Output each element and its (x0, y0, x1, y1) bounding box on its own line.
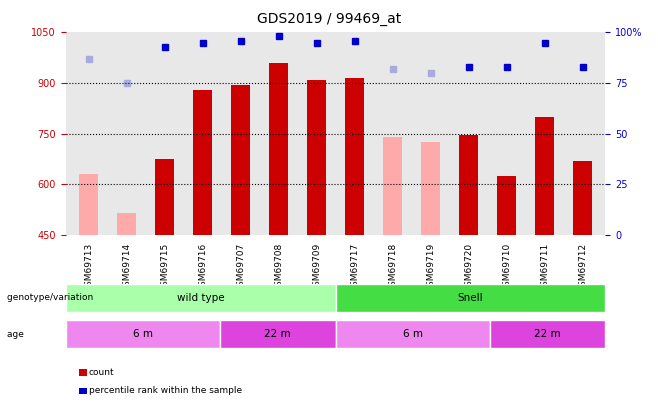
Bar (535, 117, 554, 235)
Bar (155, 159, 174, 235)
Bar (345, 78, 364, 235)
Text: 22 m: 22 m (265, 329, 291, 339)
Bar (459, 135, 478, 235)
Text: 6 m: 6 m (403, 329, 422, 339)
Bar (573, 161, 592, 235)
Text: Snell: Snell (458, 293, 483, 303)
Text: age: age (7, 330, 26, 339)
Bar (497, 176, 516, 235)
Bar (117, 213, 136, 235)
Bar (383, 137, 402, 235)
Text: wild type: wild type (177, 293, 224, 303)
Text: percentile rank within the sample: percentile rank within the sample (89, 386, 242, 395)
Bar (421, 142, 440, 235)
Bar (231, 85, 250, 235)
Text: genotype/variation: genotype/variation (7, 293, 95, 302)
Bar (269, 63, 288, 235)
Text: count: count (89, 368, 114, 377)
Text: 22 m: 22 m (534, 329, 561, 339)
Text: GDS2019 / 99469_at: GDS2019 / 99469_at (257, 12, 401, 26)
Bar (307, 80, 326, 235)
Bar (193, 90, 212, 235)
Bar (79, 174, 98, 235)
Text: 6 m: 6 m (133, 329, 153, 339)
